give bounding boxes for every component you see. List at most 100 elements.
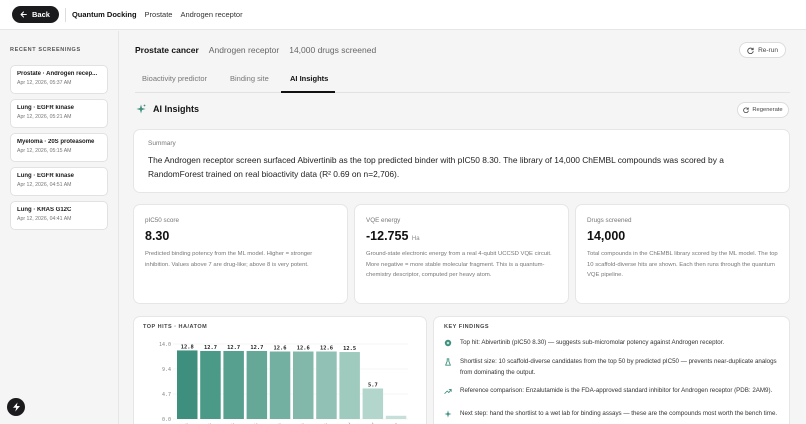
metric-card-pic50: pIC50 score 8.30 Predicted binding poten… bbox=[133, 204, 348, 304]
bar bbox=[223, 350, 244, 419]
metric-card-drugs: Drugs screened 14,000 Total compounds in… bbox=[575, 204, 790, 304]
data-label: 12.7 bbox=[204, 345, 217, 351]
tab-bar: Bioactivity predictor Binding site AI In… bbox=[135, 69, 790, 93]
drugs-count: 14,000 drugs screened bbox=[289, 45, 377, 55]
top-hits-chart-card: TOP HITS · HA/ATOM 14.09.44.70.012.8...n… bbox=[133, 316, 427, 424]
active-tab-indicator bbox=[281, 91, 335, 93]
finding-text: Top hit: Abivertinib (pIC50 8.30) — sugg… bbox=[460, 339, 725, 346]
back-button[interactable]: Back bbox=[12, 6, 59, 23]
finding-text: Next step: hand the shortlist to a wet l… bbox=[460, 410, 778, 417]
bolt-icon bbox=[12, 402, 20, 412]
tab-bioactivity[interactable]: Bioactivity predictor bbox=[142, 74, 208, 83]
summary-card: Summary The Androgen receptor screen sur… bbox=[133, 129, 790, 193]
finding-item: Shortlist size: 10 scaffold-diverse cand… bbox=[444, 357, 782, 378]
top-bar: Back Quantum Docking Prostate Androgen r… bbox=[0, 0, 806, 30]
main-panel: Prostate cancer Androgen receptor 14,000… bbox=[120, 31, 806, 424]
trend-icon bbox=[444, 388, 452, 394]
refresh-icon bbox=[743, 107, 750, 113]
y-tick-label: 0.0 bbox=[162, 417, 171, 423]
sparkle-icon bbox=[136, 104, 146, 114]
bar bbox=[200, 350, 221, 419]
bolt-button[interactable] bbox=[7, 398, 25, 416]
screening-title: Lung · KRAS G12C bbox=[17, 207, 72, 213]
data-label: 12.8 bbox=[181, 344, 194, 350]
sparkle-icon bbox=[444, 410, 452, 418]
screening-title: Lung · EGFR kinase bbox=[17, 173, 75, 179]
bar bbox=[339, 352, 360, 419]
screening-item[interactable]: Myeloma · 20S proteasome Apr 12, 2026, 0… bbox=[10, 133, 108, 162]
screening-item[interactable]: Lung · KRAS G12C Apr 12, 2026, 04:41 AM bbox=[10, 201, 108, 230]
screening-title: Myeloma · 20S proteasome bbox=[17, 139, 95, 145]
bar bbox=[269, 351, 291, 419]
arrow-left-icon bbox=[20, 11, 27, 18]
back-label: Back bbox=[32, 10, 50, 19]
data-label: 12.7 bbox=[227, 345, 240, 351]
breadcrumb-target: Androgen receptor bbox=[180, 10, 243, 19]
finding-item: Reference comparison: Enzalutamide is th… bbox=[444, 386, 782, 397]
target-icon bbox=[444, 339, 452, 347]
top-hits-chart: 14.09.44.70.012.8...nib12.7...nib12.7...… bbox=[159, 342, 408, 424]
breadcrumb-cancer[interactable]: Prostate bbox=[144, 10, 173, 19]
breadcrumb-project[interactable]: Quantum Docking bbox=[71, 10, 137, 19]
data-label: 12.7 bbox=[250, 345, 263, 351]
flask-icon bbox=[445, 358, 451, 366]
metric-description: Total compounds in the ChEMBL library sc… bbox=[587, 251, 778, 278]
screening-title: Lung · EGFR kinase bbox=[17, 105, 75, 111]
metric-card-vqe: VQE energy -12.755 Ha Ground-state elect… bbox=[354, 204, 569, 304]
bar bbox=[293, 351, 314, 419]
data-label: 12.6 bbox=[297, 346, 310, 352]
bar bbox=[362, 388, 384, 419]
finding-text: Shortlist size: 10 scaffold-diverse cand… bbox=[460, 358, 777, 376]
y-tick-label: 4.7 bbox=[162, 392, 171, 398]
key-findings-card: KEY FINDINGS Top hit: Abivertinib (pIC50… bbox=[433, 316, 790, 424]
screening-item[interactable]: Prostate · Androgen recep... Apr 12, 202… bbox=[10, 65, 108, 94]
metric-value: 8.30 bbox=[145, 229, 170, 243]
metric-label: VQE energy bbox=[366, 217, 401, 224]
sidebar-title: RECENT SCREENINGS bbox=[10, 47, 81, 53]
cancer-title: Prostate cancer bbox=[135, 45, 199, 55]
divider bbox=[64, 7, 66, 22]
screening-date: Apr 12, 2026, 05:21 AM bbox=[17, 114, 72, 120]
metric-unit: Ha bbox=[411, 236, 420, 242]
metric-label: pIC50 score bbox=[145, 217, 179, 224]
data-label: 12.6 bbox=[274, 346, 287, 352]
tab-binding-site[interactable]: Binding site bbox=[230, 74, 269, 83]
metric-description: Ground-state electronic energy from a re… bbox=[366, 251, 552, 278]
target-title: Androgen receptor bbox=[208, 45, 280, 55]
y-tick-label: 9.4 bbox=[162, 367, 171, 373]
screening-date: Apr 12, 2026, 05:15 AM bbox=[17, 148, 72, 154]
regenerate-button[interactable]: Regenerate bbox=[737, 102, 789, 118]
screening-title: Prostate · Androgen recep... bbox=[17, 71, 98, 77]
data-label: 12.6 bbox=[320, 346, 333, 352]
bar bbox=[246, 350, 268, 419]
insights-title: AI Insights bbox=[153, 104, 200, 114]
data-label: 5.7 bbox=[368, 382, 378, 388]
bar bbox=[177, 350, 198, 419]
rerun-label: Re-run bbox=[758, 46, 778, 54]
findings-title: KEY FINDINGS bbox=[444, 324, 490, 330]
metric-value: 14,000 bbox=[587, 229, 626, 243]
metric-label: Drugs screened bbox=[587, 217, 632, 224]
metric-value: -12.755 Ha bbox=[366, 229, 420, 243]
screening-date: Apr 12, 2026, 04:51 AM bbox=[17, 182, 72, 188]
bar bbox=[316, 351, 337, 419]
refresh-icon bbox=[747, 47, 754, 54]
summary-text: The Androgen receptor screen surfaced Ab… bbox=[148, 155, 724, 179]
screening-date: Apr 12, 2026, 04:41 AM bbox=[17, 216, 72, 222]
screening-item[interactable]: Lung · EGFR kinase Apr 12, 2026, 05:21 A… bbox=[10, 99, 108, 128]
chart-title: TOP HITS · HA/ATOM bbox=[143, 324, 208, 330]
finding-text: Reference comparison: Enzalutamide is th… bbox=[460, 387, 773, 394]
tab-ai-insights[interactable]: AI Insights bbox=[290, 74, 329, 83]
screening-item[interactable]: Lung · EGFR kinase Apr 12, 2026, 04:51 A… bbox=[10, 167, 108, 196]
bar bbox=[385, 415, 407, 419]
rerun-button[interactable]: Re-run bbox=[739, 42, 786, 58]
regenerate-label: Regenerate bbox=[752, 107, 783, 113]
data-label: 12.5 bbox=[343, 346, 356, 352]
page-title: Prostate cancer Androgen receptor 14,000… bbox=[135, 45, 376, 55]
summary-label: Summary bbox=[148, 140, 176, 147]
sidebar: RECENT SCREENINGS Prostate · Androgen re… bbox=[0, 31, 119, 424]
finding-item: Top hit: Abivertinib (pIC50 8.30) — sugg… bbox=[444, 338, 782, 349]
metric-description: Predicted binding potency from the ML mo… bbox=[145, 251, 313, 268]
screening-date: Apr 12, 2026, 05:37 AM bbox=[17, 80, 72, 86]
insights-header: AI Insights bbox=[136, 104, 199, 114]
